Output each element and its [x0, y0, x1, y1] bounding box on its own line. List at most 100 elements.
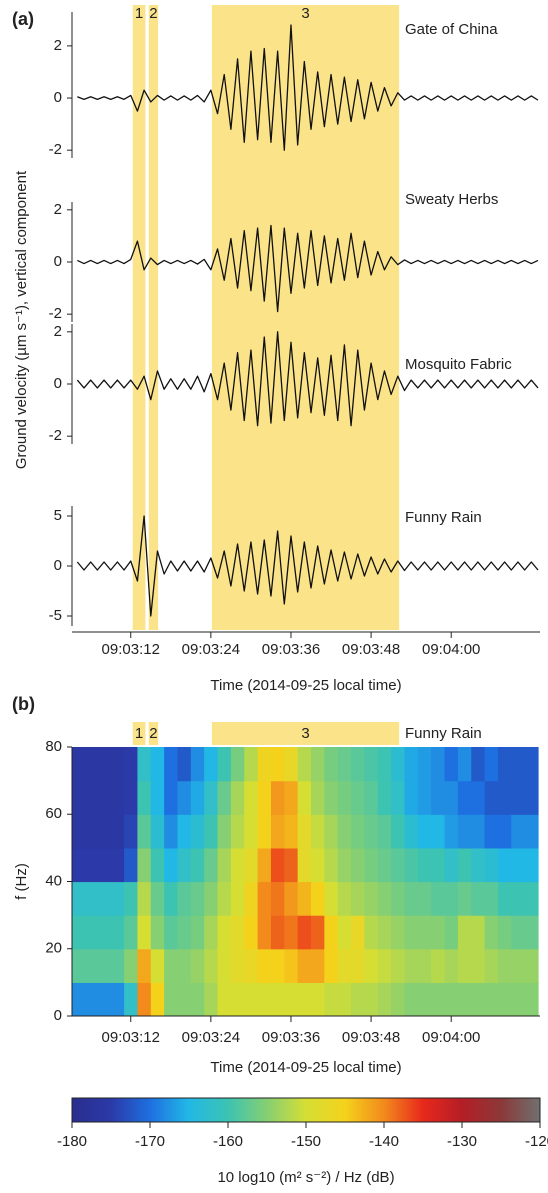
heatmap-cell: [524, 814, 539, 849]
heatmap-cell: [431, 881, 446, 916]
heatmap-cell: [97, 948, 112, 983]
heatmap-cell: [284, 780, 299, 815]
waveform: [77, 24, 539, 151]
heatmap-cell: [444, 982, 459, 1016]
heatmap-cell: [511, 915, 526, 950]
heatmap-cell: [84, 747, 98, 782]
heatmap-cell: [377, 747, 392, 782]
heatmap-cell: [391, 982, 406, 1016]
heatmap-cell: [364, 847, 379, 883]
heatmap-cell: [97, 747, 112, 782]
heatmap-cell: [377, 982, 392, 1016]
colorbar: [71, 1097, 541, 1123]
heatmap-cell: [257, 747, 272, 782]
heatmap-cell: [364, 915, 379, 950]
heatmap-cell: [511, 982, 526, 1016]
heatmap-cell: [190, 948, 205, 983]
heatmap-cell: [97, 780, 112, 815]
heatmap-cell: [124, 814, 139, 849]
colorbar-tick-label: -140: [369, 1133, 399, 1150]
y-tick-label: -2: [49, 305, 62, 322]
event-label: 2: [149, 5, 157, 22]
heatmap-cell: [497, 982, 512, 1016]
y-tick-label: 2: [54, 323, 62, 340]
heatmap-cell: [311, 982, 325, 1016]
heatmap-cell: [457, 982, 472, 1016]
heatmap-cell: [444, 747, 459, 782]
heatmap-cell: [351, 814, 366, 849]
heatmap-cell: [471, 982, 486, 1016]
heatmap-cell: [110, 747, 125, 782]
heatmap-cell: [511, 747, 526, 782]
heatmap-cell: [217, 847, 232, 883]
heatmap-cell: [457, 915, 472, 950]
heatmap-cell: [511, 780, 526, 815]
event-label: 3: [301, 5, 309, 22]
heatmap-cell: [417, 847, 432, 883]
station-name: Mosquito Fabric: [405, 356, 512, 373]
heatmap-cell: [190, 814, 205, 849]
heatmap-cell: [524, 881, 539, 916]
y-tick-label: 5: [54, 507, 62, 524]
heatmap-cell: [377, 814, 392, 849]
heatmap-cell: [324, 982, 339, 1016]
heatmap-cell: [364, 948, 379, 983]
heatmap-cell: [204, 915, 219, 950]
heatmap-cell: [364, 814, 379, 849]
heatmap-cell: [524, 948, 539, 983]
heatmap-cell: [230, 814, 245, 849]
heatmap-cell: [150, 982, 165, 1016]
heatmap-cell: [311, 915, 325, 950]
heatmap-cell: [257, 982, 272, 1016]
heatmap-cell: [177, 747, 192, 782]
heatmap-cell: [524, 747, 539, 782]
heatmap-cell: [364, 780, 379, 815]
heatmap-cell: [177, 915, 192, 950]
heatmap-cell: [110, 982, 125, 1016]
event-band: [148, 5, 159, 630]
heatmap-cell: [484, 948, 499, 983]
heatmap-cell: [97, 915, 112, 950]
heatmap-cell: [471, 780, 486, 815]
heatmap-cell: [164, 847, 179, 883]
heatmap-cell: [324, 948, 339, 983]
heatmap-cell: [270, 881, 285, 916]
heatmap-cell: [471, 948, 486, 983]
station-name: Funny Rain: [405, 725, 482, 742]
heatmap-cell: [297, 847, 312, 883]
y-tick-label: 0: [54, 375, 62, 392]
heatmap-cell: [484, 881, 499, 916]
heatmap-cell: [284, 747, 299, 782]
heatmap-cell: [524, 982, 539, 1016]
heatmap-cell: [84, 982, 98, 1016]
heatmap-cell: [324, 747, 339, 782]
heatmap-cell: [97, 982, 112, 1016]
heatmap-cell: [497, 881, 512, 916]
colorbar-label: 10 log10 (m² s⁻²) / Hz (dB): [217, 1169, 394, 1186]
heatmap-cell: [484, 982, 499, 1016]
heatmap-cell: [150, 847, 165, 883]
station-name: Gate of China: [405, 21, 498, 38]
heatmap-cell: [190, 780, 205, 815]
heatmap-cell: [244, 814, 259, 849]
heatmap-cell: [137, 948, 152, 983]
y-tick-label: 2: [54, 37, 62, 54]
heatmap-cell: [364, 747, 379, 782]
heatmap-cell: [511, 948, 526, 983]
heatmap-cell: [97, 814, 112, 849]
heatmap-cell: [137, 747, 152, 782]
heatmap-cell: [124, 747, 139, 782]
y-tick-label: -2: [49, 141, 62, 158]
heatmap-cell: [137, 780, 152, 815]
heatmap-cell: [164, 747, 179, 782]
heatmap-cell: [444, 948, 459, 983]
heatmap-cell: [404, 814, 419, 849]
x-tick-label: 09:03:24: [182, 1029, 240, 1046]
heatmap-cell: [297, 780, 312, 815]
heatmap-cell: [431, 982, 446, 1016]
heatmap-cell: [337, 948, 352, 983]
heatmap-cell: [177, 948, 192, 983]
y-tick-label: 0: [54, 89, 62, 106]
heatmap-cell: [391, 814, 406, 849]
